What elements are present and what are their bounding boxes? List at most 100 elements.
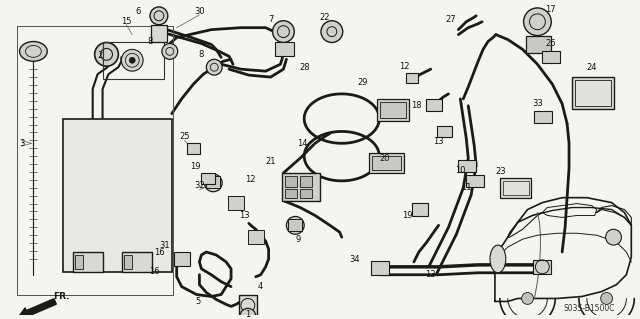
Bar xyxy=(239,294,257,316)
Bar xyxy=(202,173,215,184)
Bar xyxy=(75,255,83,269)
Bar xyxy=(228,196,244,210)
Bar xyxy=(124,255,132,269)
Bar xyxy=(173,252,189,266)
Text: 6: 6 xyxy=(136,7,141,16)
Text: 21: 21 xyxy=(266,157,276,166)
Text: 7: 7 xyxy=(268,15,273,24)
Circle shape xyxy=(240,308,256,319)
Text: 12: 12 xyxy=(399,62,409,71)
Text: FR.: FR. xyxy=(53,292,69,301)
Circle shape xyxy=(150,7,168,25)
Bar xyxy=(467,175,484,187)
Bar xyxy=(534,260,551,274)
Text: 31: 31 xyxy=(159,241,170,249)
Text: 13: 13 xyxy=(426,270,436,279)
Bar xyxy=(412,203,428,216)
Circle shape xyxy=(162,43,178,59)
Text: 8: 8 xyxy=(198,50,204,59)
Text: 22: 22 xyxy=(320,13,330,22)
Bar xyxy=(248,230,264,244)
Bar xyxy=(426,99,442,111)
Bar xyxy=(17,26,173,294)
Bar xyxy=(151,25,167,42)
Bar xyxy=(525,36,551,53)
Circle shape xyxy=(95,42,118,66)
Text: 27: 27 xyxy=(445,15,456,24)
Bar xyxy=(187,143,200,154)
Bar xyxy=(458,160,476,172)
Text: 13: 13 xyxy=(433,137,444,146)
Circle shape xyxy=(204,174,222,192)
Text: 2: 2 xyxy=(97,51,102,60)
Text: 30: 30 xyxy=(194,7,205,16)
Text: 20: 20 xyxy=(379,154,390,163)
Bar xyxy=(300,189,312,198)
Text: 32: 32 xyxy=(194,181,205,190)
Bar xyxy=(503,181,529,195)
Bar xyxy=(575,80,611,106)
Text: 19: 19 xyxy=(190,161,201,171)
Text: 13: 13 xyxy=(239,211,250,220)
Bar xyxy=(285,176,297,187)
Text: 24: 24 xyxy=(586,63,597,72)
Bar xyxy=(369,153,404,173)
Text: 18: 18 xyxy=(412,101,422,110)
Text: 16: 16 xyxy=(148,267,159,276)
Text: 12: 12 xyxy=(246,175,256,184)
Circle shape xyxy=(605,229,621,245)
Text: 5: 5 xyxy=(196,297,201,306)
Bar xyxy=(372,156,401,170)
Circle shape xyxy=(601,293,612,304)
Text: 34: 34 xyxy=(349,256,360,264)
Bar xyxy=(73,252,102,272)
FancyArrow shape xyxy=(19,299,56,319)
Text: S03S-B1500C: S03S-B1500C xyxy=(563,304,614,313)
Bar xyxy=(282,173,320,201)
Text: 19: 19 xyxy=(402,211,412,220)
Bar xyxy=(122,252,152,272)
Circle shape xyxy=(522,293,534,304)
Text: 3: 3 xyxy=(19,139,24,148)
Circle shape xyxy=(321,21,343,42)
Bar xyxy=(206,176,220,188)
Text: 10: 10 xyxy=(455,167,465,175)
Text: 26: 26 xyxy=(545,39,556,48)
Bar xyxy=(380,102,406,118)
Text: 15: 15 xyxy=(121,17,132,26)
Text: 1: 1 xyxy=(245,310,250,319)
Bar xyxy=(300,176,312,187)
Text: 4: 4 xyxy=(258,282,263,291)
Text: 11: 11 xyxy=(461,183,472,192)
Text: 33: 33 xyxy=(532,99,543,108)
Circle shape xyxy=(524,8,551,36)
Circle shape xyxy=(206,59,222,75)
Bar xyxy=(572,77,614,109)
Text: 17: 17 xyxy=(545,5,556,14)
Text: 9: 9 xyxy=(296,235,301,244)
Bar xyxy=(500,178,531,198)
Bar xyxy=(534,111,552,122)
Bar xyxy=(371,261,389,275)
Text: 25: 25 xyxy=(179,132,190,141)
Bar xyxy=(102,41,164,79)
Ellipse shape xyxy=(490,245,506,273)
Ellipse shape xyxy=(20,41,47,61)
Bar xyxy=(406,73,418,83)
Circle shape xyxy=(122,49,143,71)
Circle shape xyxy=(286,216,304,234)
Circle shape xyxy=(273,21,294,42)
Text: 16: 16 xyxy=(155,248,165,256)
Bar xyxy=(275,42,294,56)
Text: 23: 23 xyxy=(495,167,506,176)
Bar xyxy=(542,51,560,63)
Bar xyxy=(378,99,409,121)
Text: 28: 28 xyxy=(300,63,310,72)
Bar xyxy=(289,219,302,231)
Text: 29: 29 xyxy=(357,78,368,86)
Circle shape xyxy=(129,57,135,63)
Bar xyxy=(63,119,172,272)
Bar xyxy=(436,125,452,137)
Text: 14: 14 xyxy=(297,139,307,148)
Bar xyxy=(285,189,297,198)
